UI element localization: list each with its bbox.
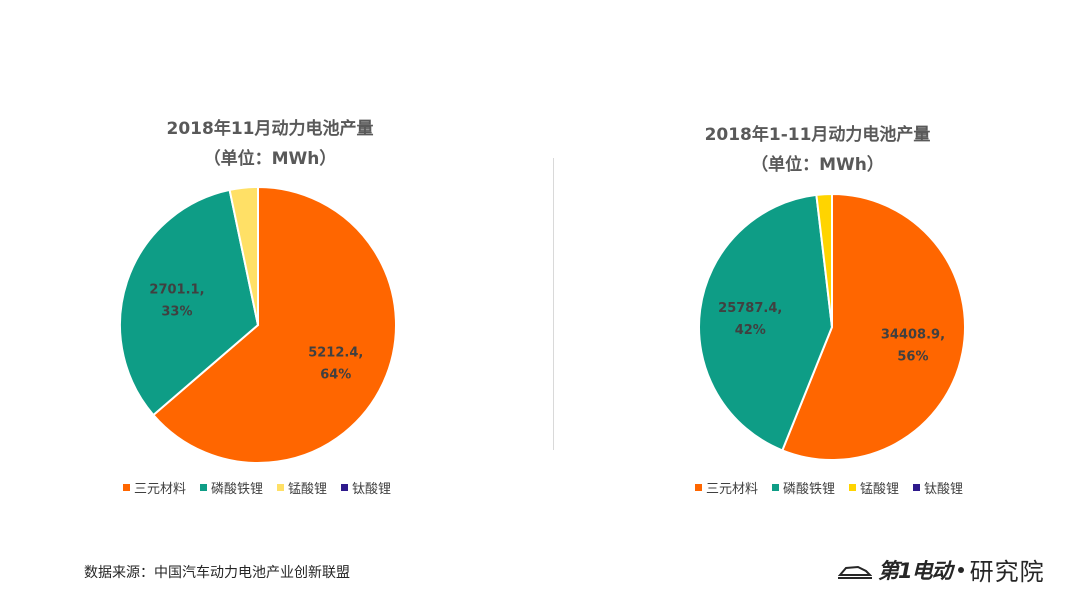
chart-title-main: 2018年1-11月动力电池产量 xyxy=(704,125,931,145)
data-label-percent: 56% xyxy=(897,350,928,365)
legend-swatch xyxy=(913,484,921,491)
logo-text: 研究院 xyxy=(969,558,1045,586)
data-label-value: 34408.9, xyxy=(881,328,945,343)
legend-label: 锰酸锂 xyxy=(860,482,900,497)
legend-item: 三元材料 xyxy=(123,478,186,497)
legend-label: 磷酸铁锂 xyxy=(783,482,836,497)
data-label-value: 25787.4, xyxy=(718,301,782,316)
legend-item: 钛酸锂 xyxy=(341,478,391,497)
legend-item: 锰酸锂 xyxy=(849,478,899,497)
legend-item: 三元材料 xyxy=(695,478,758,497)
legend-label: 三元材料 xyxy=(706,482,759,497)
chart-subtitle: （单位：MWh） xyxy=(203,149,337,169)
chart-subtitle: （单位：MWh） xyxy=(751,155,884,175)
legend-swatch xyxy=(772,484,780,491)
pie-slice xyxy=(815,192,833,328)
data-label-value: 5212.4, xyxy=(308,346,363,361)
pie-slice xyxy=(698,193,834,452)
legend-label: 钛酸锂 xyxy=(352,482,392,497)
legend-label: 磷酸铁锂 xyxy=(211,482,264,497)
divider xyxy=(553,158,554,450)
chart-title: 2018年1-11月动力电池产量 （单位：MWh） xyxy=(555,120,1080,180)
legend: 三元材料 磷酸铁锂 锰酸锂 钛酸锂 xyxy=(123,478,391,497)
data-label-percent: 33% xyxy=(161,305,192,320)
data-label-percent: 64% xyxy=(320,368,351,383)
data-label-percent: 42% xyxy=(735,323,766,338)
legend-item: 锰酸锂 xyxy=(277,478,327,497)
logo-dot xyxy=(957,566,964,573)
data-label-value: 2701.1, xyxy=(149,283,204,298)
legend: 三元材料 磷酸铁锂 锰酸锂 钛酸锂 xyxy=(695,478,963,497)
car-icon xyxy=(838,565,872,579)
legend-label: 三元材料 xyxy=(134,482,187,497)
pie-slice xyxy=(781,192,966,461)
chart-title-main: 2018年11月动力电池产量 xyxy=(166,119,374,139)
pie-chart: 34408.9, 56% 25787.4, 42% xyxy=(698,192,966,461)
legend-item: 磷酸铁锂 xyxy=(200,478,263,497)
chart-november: 2018年11月动力电池产量 （单位：MWh） 5212.4, 64% 2701.1… xyxy=(0,0,540,520)
logo-brand: 第1电动 xyxy=(878,558,953,583)
chart-title: 2018年11月动力电池产量 （单位：MWh） xyxy=(0,114,540,174)
pie-slice xyxy=(228,185,259,326)
pie-slice xyxy=(119,188,260,417)
legend-item: 磷酸铁锂 xyxy=(772,478,835,497)
legend-swatch xyxy=(849,484,857,491)
legend-label: 钛酸锂 xyxy=(924,482,964,497)
chart-jan-nov: 2018年1-11月动力电池产量 （单位：MWh） 34408.9, 56% 257… xyxy=(555,0,1080,520)
pie-slice xyxy=(151,185,397,464)
legend-swatch xyxy=(695,484,702,491)
legend-label: 锰酸锂 xyxy=(288,482,328,497)
legend-item: 钛酸锂 xyxy=(913,478,963,497)
legend-swatch xyxy=(200,484,208,491)
legend-swatch xyxy=(123,484,130,491)
logo: 第1电动 研究院 xyxy=(838,552,1045,587)
pie-chart: 5212.4, 64% 2701.1, 33% xyxy=(119,185,397,464)
legend-swatch xyxy=(277,484,285,491)
source-note: 数据来源：中国汽车动力电池产业创新联盟 xyxy=(84,565,350,581)
legend-swatch xyxy=(341,484,349,491)
